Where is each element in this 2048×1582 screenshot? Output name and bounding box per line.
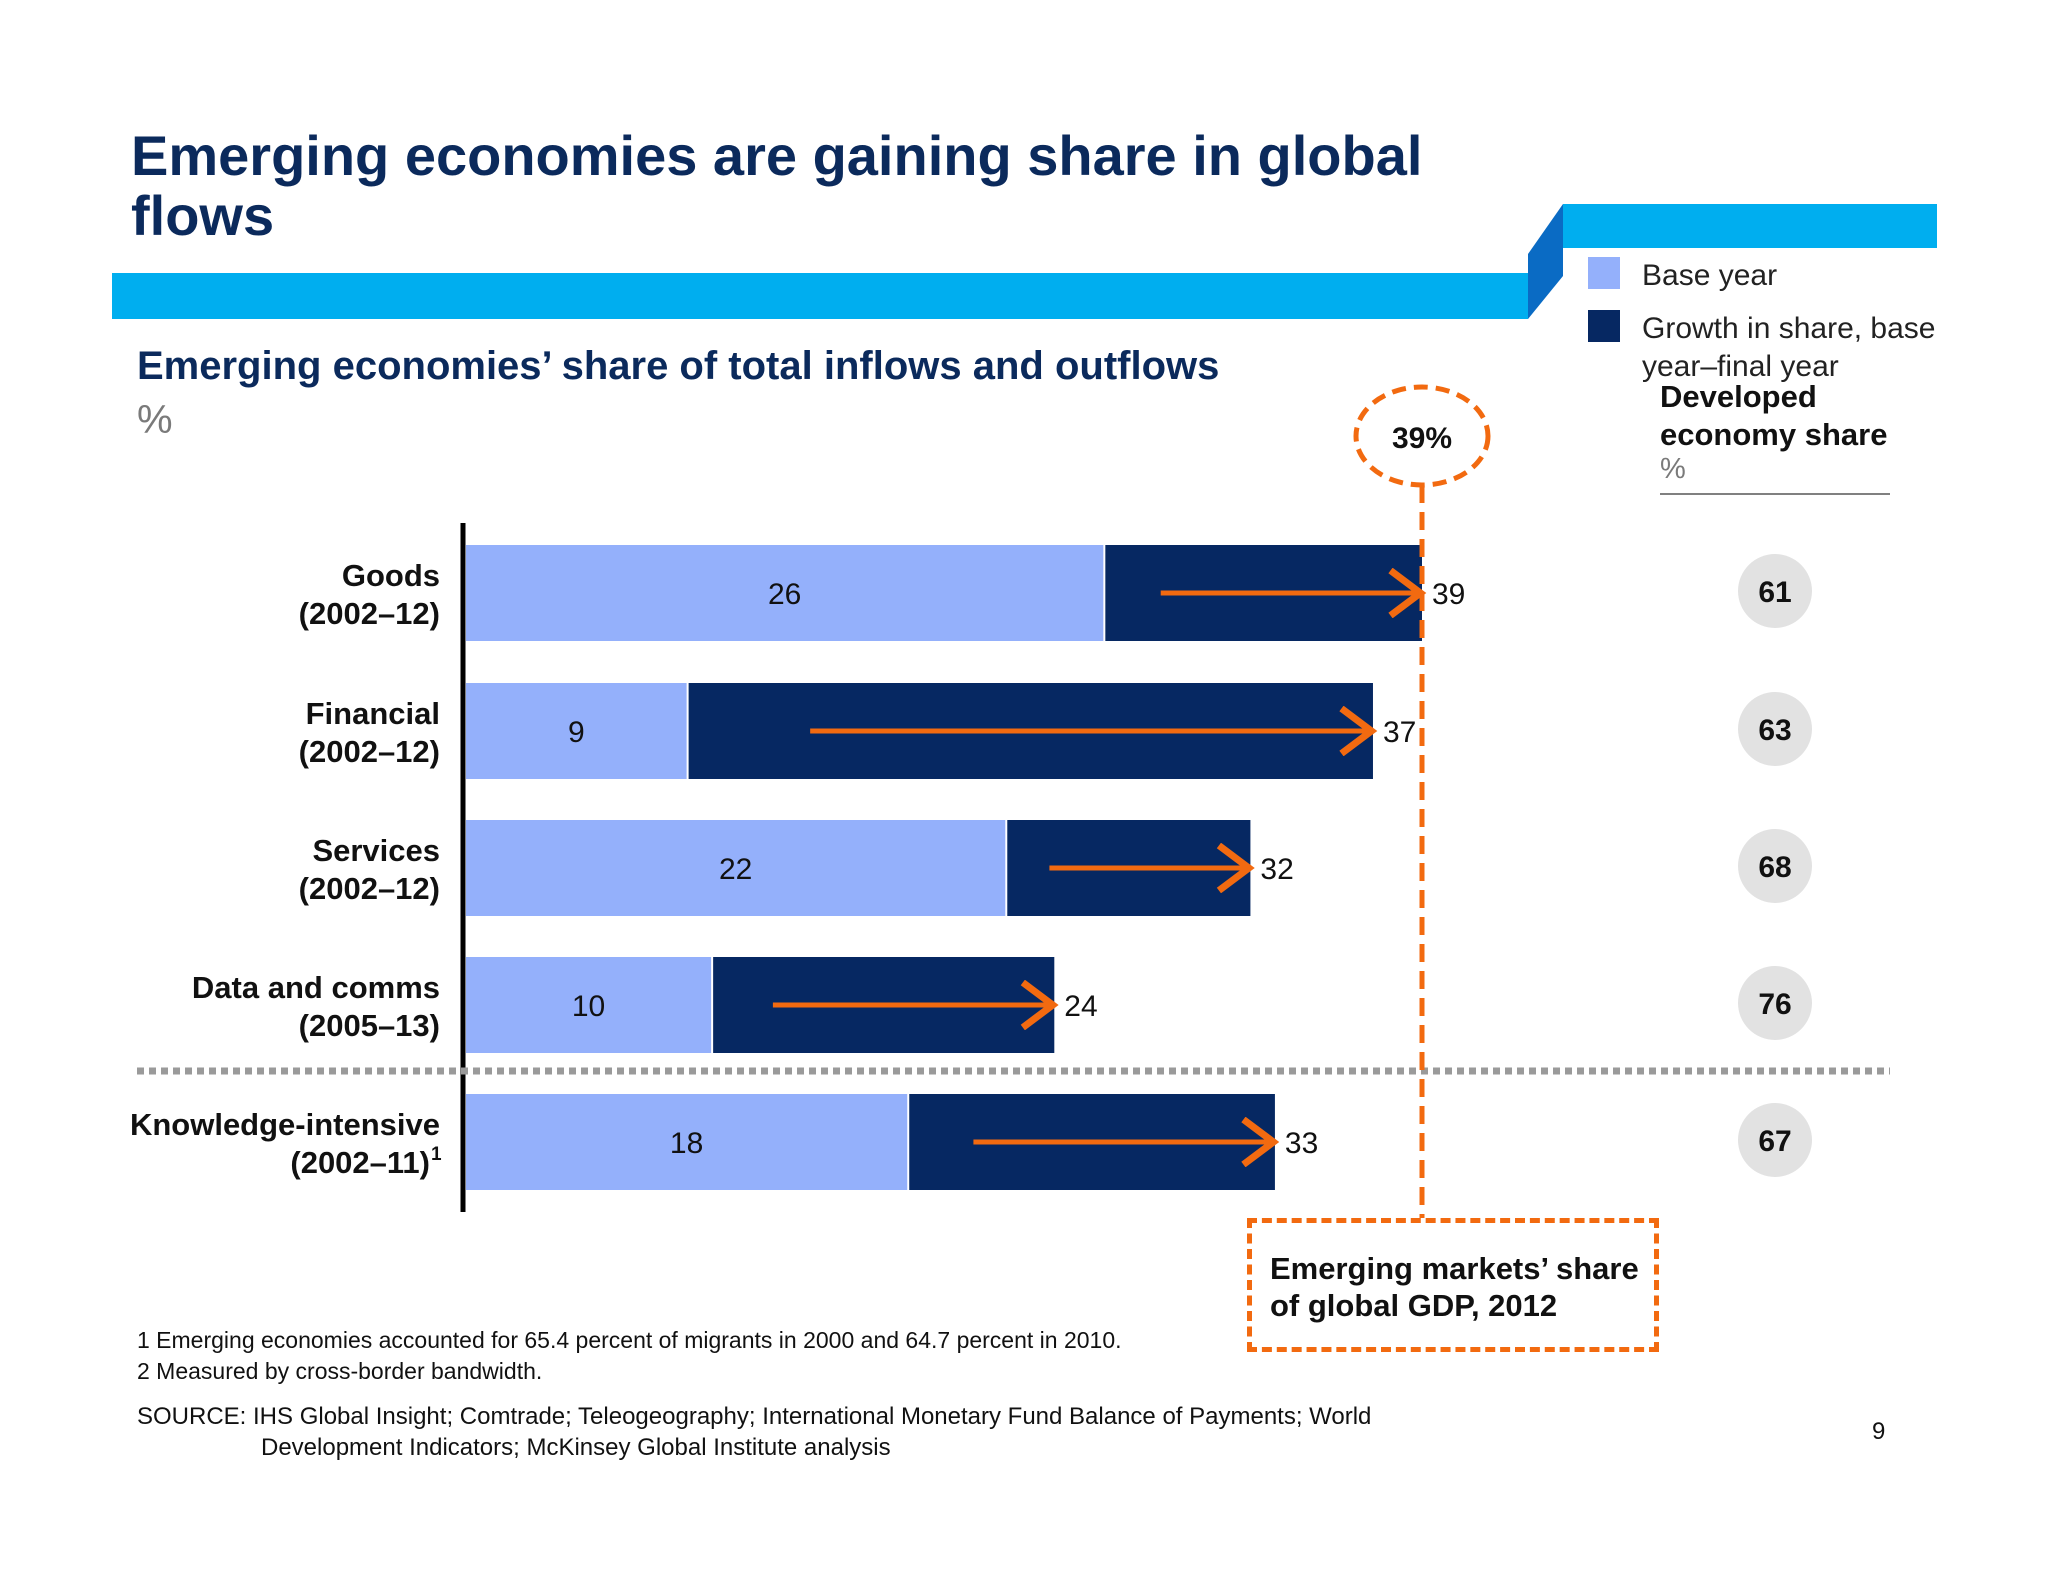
banner-bevel	[1528, 204, 1563, 319]
base-value-label: 10	[572, 990, 605, 1023]
bar-base-year	[466, 957, 712, 1053]
category-label: Knowledge-intensive	[130, 1107, 440, 1142]
legend-growth: Growth in share, base year–final year	[1588, 310, 1942, 386]
developed-share-circle	[1738, 829, 1812, 903]
base-value-label: 9	[568, 716, 585, 749]
base-value-label: 26	[768, 578, 801, 611]
banner-left-bar	[112, 273, 1528, 319]
developed-share-circle	[1738, 1103, 1812, 1177]
final-value-label: 37	[1383, 716, 1416, 749]
bar-base-year	[466, 1094, 908, 1190]
page-title: Emerging economies are gaining share in …	[131, 124, 1423, 247]
source-line-1: SOURCE: IHS Global Insight; Comtrade; Te…	[137, 1403, 1372, 1430]
developed-share-unit: %	[1660, 453, 1686, 485]
gdp-reference-circle	[1353, 384, 1491, 488]
bar-base-year	[466, 820, 1006, 916]
category-footnote-marker: 1	[431, 1144, 442, 1165]
developed-share-heading: Developed economy share	[1660, 379, 1888, 452]
banner-right-bar	[1563, 204, 1937, 248]
legend-base-swatch	[1588, 257, 1620, 289]
chart-unit: %	[137, 398, 173, 442]
category-period: (2002–12)	[299, 734, 440, 769]
category-label: Services	[312, 833, 440, 868]
gdp-callout-box	[1247, 1218, 1659, 1352]
final-value-label: 24	[1064, 990, 1097, 1023]
developed-share-rule	[1660, 493, 1890, 495]
developed-share-value: 67	[1758, 1125, 1791, 1158]
developed-share-value: 68	[1758, 851, 1791, 884]
gdp-reference-label: 39%	[1392, 422, 1452, 455]
legend-growth-swatch	[1588, 310, 1620, 342]
footnote-2: 2 Measured by cross-border bandwidth.	[137, 1358, 543, 1384]
final-value-label: 32	[1260, 853, 1293, 886]
developed-share-value: 61	[1758, 576, 1791, 609]
page-number: 9	[1872, 1418, 1886, 1445]
final-value-label: 39	[1432, 578, 1465, 611]
category-period: (2005–13)	[299, 1008, 440, 1043]
developed-share-circle	[1738, 692, 1812, 766]
base-value-label: 22	[719, 853, 752, 886]
developed-share-circle	[1738, 966, 1812, 1040]
category-label: Financial	[306, 696, 440, 731]
chart-subtitle: Emerging economies’ share of total inflo…	[137, 344, 1220, 388]
base-value-label: 18	[670, 1127, 703, 1160]
legend-base-year: Base year	[1588, 257, 1942, 295]
source-note: SOURCE: IHS Global Insight; Comtrade; Te…	[137, 1401, 1371, 1463]
source-line-2: Development Indicators; McKinsey Global …	[261, 1434, 891, 1461]
footnote-1: 1 Emerging economies accounted for 65.4 …	[137, 1327, 1122, 1353]
final-value-label: 33	[1285, 1127, 1318, 1160]
category-period: (2002–12)	[299, 871, 440, 906]
developed-share-value: 63	[1758, 714, 1791, 747]
title-banner	[112, 204, 1937, 319]
category-period: (2002–11)	[290, 1145, 430, 1180]
legend-base-label: Base year	[1642, 259, 1778, 292]
bar-base-year	[466, 683, 687, 779]
category-label: Data and comms	[192, 970, 440, 1005]
bar-base-year	[466, 545, 1104, 641]
developed-share-value: 76	[1758, 988, 1791, 1021]
legend-growth-label: Growth in share, base year–final year	[1642, 312, 1936, 383]
category-period: (2002–12)	[299, 596, 440, 631]
gdp-callout-text: Emerging markets’ share of global GDP, 2…	[1270, 1251, 1639, 1323]
category-label: Goods	[342, 558, 440, 593]
developed-share-circle	[1738, 554, 1812, 628]
